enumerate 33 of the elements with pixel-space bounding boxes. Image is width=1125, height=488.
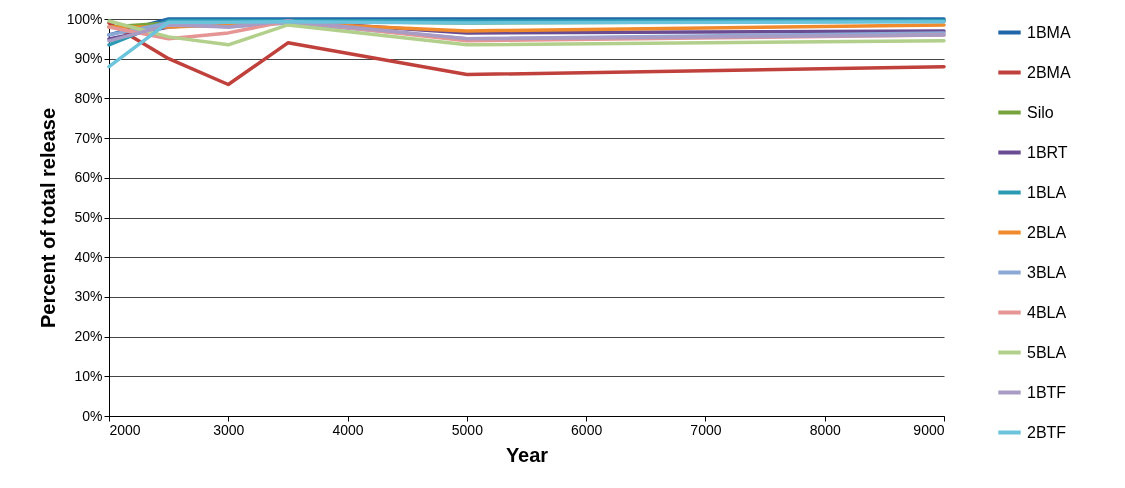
y-axis-title: Percent of total release (36, 107, 59, 329)
x-tick-label: 4000 (332, 421, 364, 438)
legend-label: 2BTF (1027, 423, 1067, 441)
legend-label: 1BRT (1027, 143, 1068, 161)
x-tick-label: 8000 (809, 421, 841, 438)
legend-label: 1BMA (1027, 23, 1071, 41)
y-tick-label: 10% (74, 367, 103, 384)
legend-label: 2BMA (1027, 63, 1071, 81)
x-tick-label: 7000 (690, 421, 722, 438)
legend-label: 3BLA (1027, 263, 1067, 281)
y-tick-label: 40% (74, 248, 103, 265)
y-tick-label: 90% (74, 50, 103, 67)
legend-label: 1BTF (1027, 383, 1067, 401)
x-tick-label: 9000 (913, 421, 945, 438)
y-tick-label: 60% (74, 169, 103, 186)
x-tick-label: 2000 (109, 421, 141, 438)
x-axis-title: Year (505, 443, 549, 466)
y-tick-label: 20% (74, 328, 103, 345)
y-tick-label: 30% (74, 288, 103, 305)
y-tick-label: 80% (74, 89, 103, 106)
x-tick-label: 5000 (451, 421, 484, 438)
y-tick-label: 50% (74, 209, 103, 225)
y-tick-label: 100% (66, 10, 103, 27)
x-tick-label: 6000 (571, 421, 603, 438)
legend-label: 4BLA (1027, 303, 1067, 321)
y-tick-label: 0% (82, 407, 103, 424)
legend-label: Silo (1027, 103, 1054, 121)
legend-label: 5BLA (1027, 343, 1067, 361)
line-series (107, 21, 946, 87)
y-tick-label: 70% (74, 129, 103, 146)
x-tick-label: 3000 (213, 421, 245, 438)
legend-label: 2BLA (1027, 223, 1067, 241)
legend-label: 1BLA (1027, 183, 1067, 201)
